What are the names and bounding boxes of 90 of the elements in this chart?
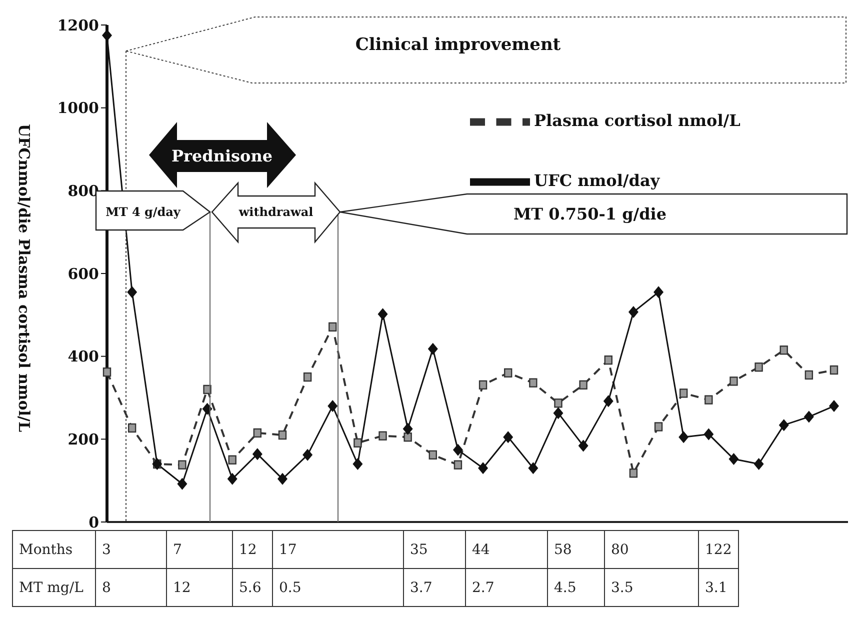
point: [404, 432, 412, 442]
point: [579, 380, 588, 390]
point: [830, 365, 838, 375]
point: [780, 346, 788, 355]
point: [328, 400, 338, 412]
point: [628, 306, 638, 318]
point: [227, 472, 238, 485]
point: [679, 388, 688, 398]
point: [228, 455, 236, 464]
point: [102, 367, 112, 377]
point: [378, 431, 387, 440]
point: [804, 370, 814, 380]
point: [428, 342, 438, 355]
point: [578, 440, 588, 452]
point: [277, 472, 288, 485]
point: [454, 460, 462, 470]
point: [704, 395, 713, 404]
text: 3: [96, 530, 166, 568]
point: [704, 428, 714, 440]
text: 7: [166, 530, 232, 568]
annotation: withdrawal: [238, 205, 314, 219]
y-tick-label: 0: [88, 513, 99, 532]
text: 35: [404, 530, 466, 568]
point: [452, 444, 463, 456]
point: [478, 462, 488, 474]
point: [529, 378, 538, 388]
annotation: MT 4 g/day: [106, 205, 182, 219]
point: [378, 308, 388, 320]
point: [603, 395, 614, 408]
text: 122: [698, 530, 738, 568]
point: [654, 422, 663, 432]
text: 58: [548, 530, 604, 568]
annotation: Prednisone: [171, 146, 273, 166]
point: [730, 376, 738, 386]
point: [678, 431, 689, 444]
text: 44: [466, 530, 548, 568]
point: [278, 430, 287, 440]
point: [728, 453, 739, 466]
text: 17: [272, 530, 404, 568]
point: [328, 322, 337, 332]
point: [127, 286, 138, 298]
point: [554, 398, 562, 408]
point: [504, 368, 512, 378]
point: [553, 407, 564, 420]
point: [252, 448, 262, 460]
text: 12: [166, 568, 232, 606]
text: 12: [232, 530, 272, 568]
point: [178, 460, 186, 470]
text: 3.5: [604, 568, 698, 606]
point: [128, 423, 136, 433]
y-tick-label: 400: [68, 348, 99, 366]
point: [654, 286, 664, 298]
text: MT mg/L: [12, 568, 96, 606]
text: 0.5: [272, 568, 404, 606]
point: [303, 372, 312, 382]
y-axis-title: UFCnmol/die Plasma cortisol nmol/L: [15, 124, 33, 432]
point: [302, 448, 313, 461]
text: 2.7: [466, 568, 548, 606]
point: [754, 458, 764, 470]
point: [629, 468, 638, 478]
legend-label: Plasma cortisol nmol/L: [534, 111, 740, 130]
point: [352, 458, 363, 470]
point: [503, 431, 514, 444]
annotation: Clinical improvement: [355, 35, 561, 55]
point: [754, 362, 763, 372]
text: 3.7: [404, 568, 466, 606]
point: [528, 462, 538, 474]
point: [402, 422, 413, 435]
text: 5.6: [232, 568, 272, 606]
point: [804, 410, 814, 423]
text: 4.5: [548, 568, 604, 606]
y-tick-label: 1000: [57, 99, 99, 118]
y-tick-label: 600: [68, 264, 99, 283]
text: 8: [96, 568, 166, 606]
point: [202, 402, 212, 415]
y-tick-label: 1200: [57, 16, 99, 34]
point: [829, 400, 839, 412]
point: [778, 419, 789, 432]
point: [428, 450, 437, 460]
point: [253, 428, 262, 438]
annotation: MT 0.750-1 g/die: [513, 204, 667, 224]
legend-label: UFC nmol/day: [534, 171, 660, 190]
text: 80: [604, 530, 698, 568]
y-tick-label: 200: [68, 430, 99, 448]
point: [478, 380, 488, 390]
point: [604, 355, 612, 365]
point: [177, 478, 188, 490]
point: [354, 438, 362, 448]
text: 3.1: [698, 568, 738, 606]
text: Months: [12, 530, 96, 568]
